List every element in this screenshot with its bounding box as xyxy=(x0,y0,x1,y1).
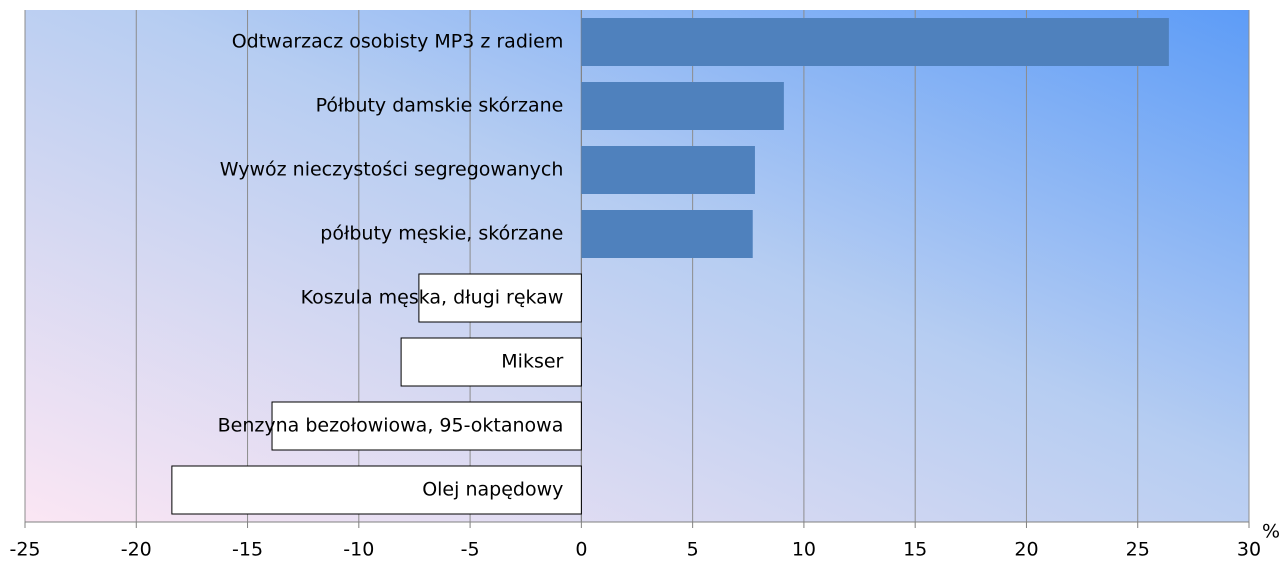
category-label: Wywóz nieczystości segregowanych xyxy=(220,159,564,181)
bar xyxy=(581,146,755,194)
bar xyxy=(400,337,582,387)
category-label: Półbuty damskie skórzane xyxy=(316,95,564,117)
category-label: Odtwarzacz osobisty MP3 z radiem xyxy=(232,31,564,53)
x-tick-label: -5 xyxy=(461,539,480,561)
bar xyxy=(271,401,582,451)
x-tick-label: -15 xyxy=(232,539,263,561)
bar xyxy=(418,273,582,323)
bar xyxy=(581,210,753,258)
category-label: Koszula męska, długi rękaw xyxy=(301,287,564,309)
category-label: Benzyna bezołowiowa, 95-oktanowa xyxy=(218,415,564,437)
x-tick-label: 30 xyxy=(1237,539,1261,561)
category-label: półbuty męskie, skórzane xyxy=(320,223,563,245)
bar xyxy=(171,465,582,515)
x-tick-label: -20 xyxy=(121,539,152,561)
x-tick-label: 20 xyxy=(1014,539,1038,561)
bar xyxy=(581,82,784,130)
x-tick-label: 25 xyxy=(1126,539,1150,561)
x-tick-label: 15 xyxy=(903,539,927,561)
x-tick-label: 5 xyxy=(687,539,699,561)
category-label: Olej napędowy xyxy=(422,479,563,501)
bar xyxy=(581,18,1169,66)
x-tick-label: 0 xyxy=(575,539,587,561)
x-tick-label: 10 xyxy=(792,539,816,561)
x-axis-label: % xyxy=(1262,521,1280,543)
x-tick-label: -25 xyxy=(9,539,40,561)
category-label: Mikser xyxy=(501,351,563,373)
x-tick-label: -10 xyxy=(343,539,374,561)
